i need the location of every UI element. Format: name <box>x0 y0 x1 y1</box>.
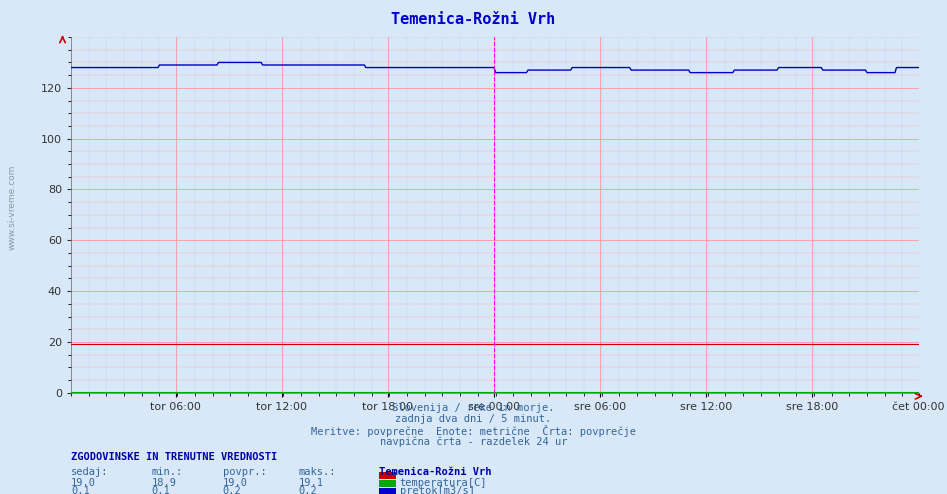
Text: 0.2: 0.2 <box>223 486 241 494</box>
Text: min.:: min.: <box>152 467 183 477</box>
Text: Slovenija / reke in morje.: Slovenija / reke in morje. <box>392 403 555 412</box>
Text: 0.1: 0.1 <box>71 486 90 494</box>
Text: Temenica-Rožni Vrh: Temenica-Rožni Vrh <box>391 12 556 27</box>
Text: 19.1: 19.1 <box>298 478 323 488</box>
Text: 0.1: 0.1 <box>152 486 170 494</box>
Text: temperatura[C]: temperatura[C] <box>400 478 487 488</box>
Text: ZGODOVINSKE IN TRENUTNE VREDNOSTI: ZGODOVINSKE IN TRENUTNE VREDNOSTI <box>71 452 277 462</box>
Text: zadnja dva dni / 5 minut.: zadnja dva dni / 5 minut. <box>396 414 551 424</box>
Text: Meritve: povprečne  Enote: metrične  Črta: povprečje: Meritve: povprečne Enote: metrične Črta:… <box>311 425 636 437</box>
Text: navpična črta - razdelek 24 ur: navpična črta - razdelek 24 ur <box>380 437 567 447</box>
Text: povpr.:: povpr.: <box>223 467 266 477</box>
Text: 18.9: 18.9 <box>152 478 176 488</box>
Text: Temenica-Rožni Vrh: Temenica-Rožni Vrh <box>379 467 491 477</box>
Text: www.si-vreme.com: www.si-vreme.com <box>8 165 17 250</box>
Text: pretok[m3/s]: pretok[m3/s] <box>400 486 474 494</box>
Text: 19.0: 19.0 <box>71 478 96 488</box>
Text: maks.:: maks.: <box>298 467 336 477</box>
Text: 19.0: 19.0 <box>223 478 247 488</box>
Text: sedaj:: sedaj: <box>71 467 109 477</box>
Text: 0.2: 0.2 <box>298 486 317 494</box>
